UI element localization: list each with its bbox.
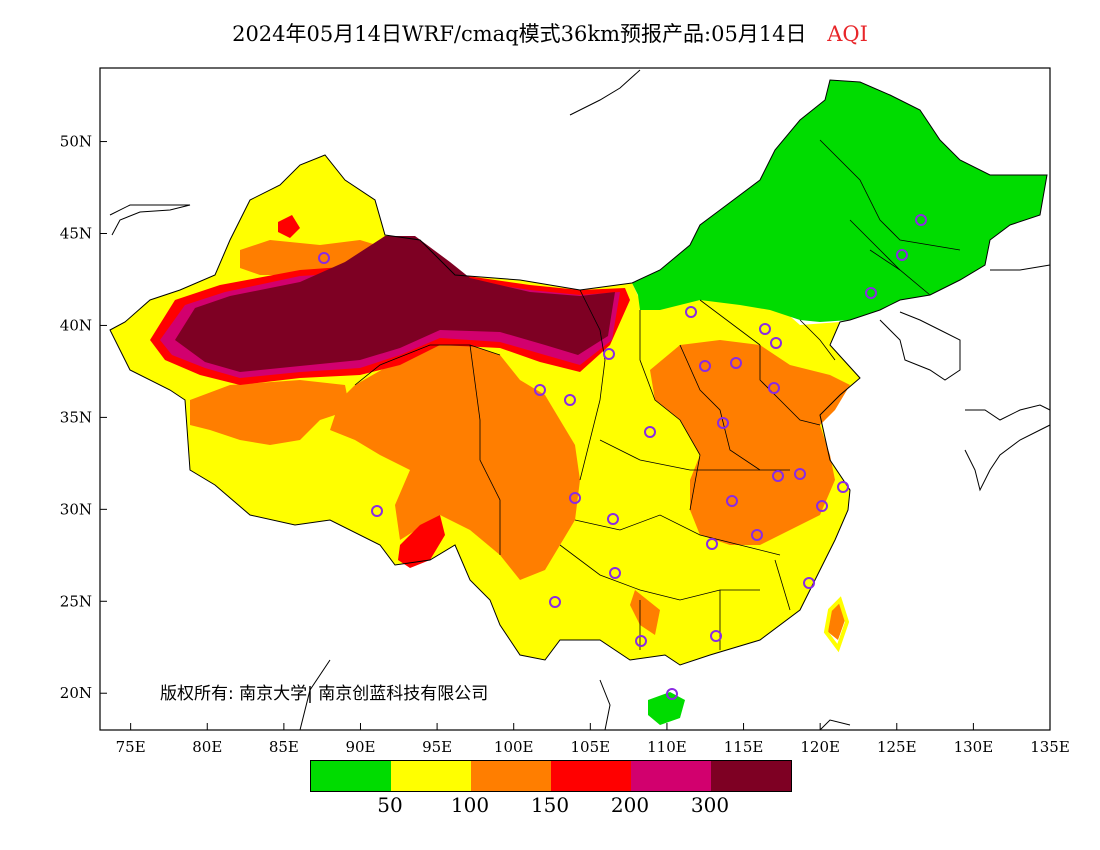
city-marker: [726, 495, 738, 507]
city-marker: [865, 287, 877, 299]
city-marker: [609, 567, 621, 579]
copyright-text: 版权所有: 南京大学| 南京创蓝科技有限公司: [160, 684, 489, 704]
region-good-northeast: [632, 80, 1047, 322]
lat-tick-label: 50N: [60, 133, 92, 151]
lon-tick-label: 130E: [954, 738, 994, 756]
lon-axis: 75E 80E 85E 90E 95E 100E 105E 110E 115E 120E 125E 1…: [116, 723, 1070, 756]
city-marker: [816, 500, 828, 512]
lat-tick-label: 45N: [60, 225, 92, 243]
city-marker: [915, 214, 927, 226]
city-markers: [318, 214, 927, 700]
region-taiwan: [823, 596, 850, 653]
city-marker: [730, 357, 742, 369]
city-marker: [644, 426, 656, 438]
lat-tick-label: 25N: [60, 592, 92, 610]
lon-tick-label: 115E: [724, 738, 764, 756]
region-usg-central: [330, 345, 580, 580]
region-unhealthy-tibet: [398, 515, 445, 568]
lat-tick-label: 35N: [60, 408, 92, 426]
city-marker: [603, 348, 615, 360]
city-marker: [706, 538, 718, 550]
legend-label: 200: [610, 793, 650, 817]
region-unhealthy-spot: [278, 215, 300, 238]
lon-tick-label: 110E: [647, 738, 687, 756]
city-marker: [534, 384, 546, 396]
region-usg-east: [650, 340, 850, 545]
region-hazardous: [175, 236, 615, 372]
city-marker: [666, 688, 678, 700]
city-marker: [564, 394, 576, 406]
plot-frame: [99, 67, 1051, 731]
legend-label: 100: [450, 793, 490, 817]
lon-tick-label: 125E: [877, 738, 917, 756]
legend-swatch: [471, 761, 551, 791]
legend-swatch: [391, 761, 471, 791]
city-marker: [772, 470, 784, 482]
legend-swatch: [711, 761, 791, 791]
city-marker: [768, 382, 780, 394]
city-marker: [770, 337, 782, 349]
legend-swatch: [551, 761, 631, 791]
lat-tick-label: 20N: [60, 684, 92, 702]
lon-tick-label: 100E: [494, 738, 534, 756]
region-hainan: [648, 692, 685, 725]
region-usg-south: [630, 590, 660, 635]
city-marker: [635, 635, 647, 647]
city-marker: [759, 323, 771, 335]
lat-axis: 50N 45N 40N 35N 30N 25N 20N: [60, 133, 107, 702]
lon-tick-label: 80E: [192, 738, 222, 756]
lon-tick-label: 90E: [345, 738, 375, 756]
city-marker: [569, 492, 581, 504]
title-variable: AQI: [827, 22, 868, 46]
aqi-legend-bar: [310, 760, 792, 792]
legend-label: 50: [377, 793, 403, 817]
lon-tick-label: 85E: [269, 738, 299, 756]
city-marker: [717, 417, 729, 429]
lat-tick-label: 40N: [60, 316, 92, 334]
lon-tick-label: 75E: [116, 738, 146, 756]
legend-swatch: [631, 761, 711, 791]
city-marker: [685, 306, 697, 318]
coastlines: [109, 69, 1051, 731]
lon-tick-label: 120E: [800, 738, 840, 756]
city-marker: [803, 577, 815, 589]
map-title: 2024年05月14日WRF/cmaq模式36km预报产品:05月14日 AQI: [0, 18, 1100, 48]
city-marker: [710, 630, 722, 642]
legend-label: 150: [530, 793, 570, 817]
legend-label: 300: [690, 793, 730, 817]
lat-tick-label: 30N: [60, 500, 92, 518]
lon-tick-label: 105E: [571, 738, 611, 756]
lon-tick-label: 135E: [1030, 738, 1070, 756]
city-marker: [896, 249, 908, 261]
city-marker: [318, 252, 330, 264]
city-marker: [699, 360, 711, 372]
province-boundaries: [354, 139, 961, 650]
city-marker: [371, 505, 383, 517]
city-marker: [794, 468, 806, 480]
legend-swatch: [311, 761, 391, 791]
city-marker: [751, 529, 763, 541]
city-marker: [549, 596, 561, 608]
lon-tick-label: 95E: [422, 738, 452, 756]
title-main: 2024年05月14日WRF/cmaq模式36km预报产品:05月14日: [232, 22, 807, 46]
city-marker: [837, 481, 849, 493]
city-marker: [607, 513, 619, 525]
region-usg-west: [190, 380, 350, 445]
